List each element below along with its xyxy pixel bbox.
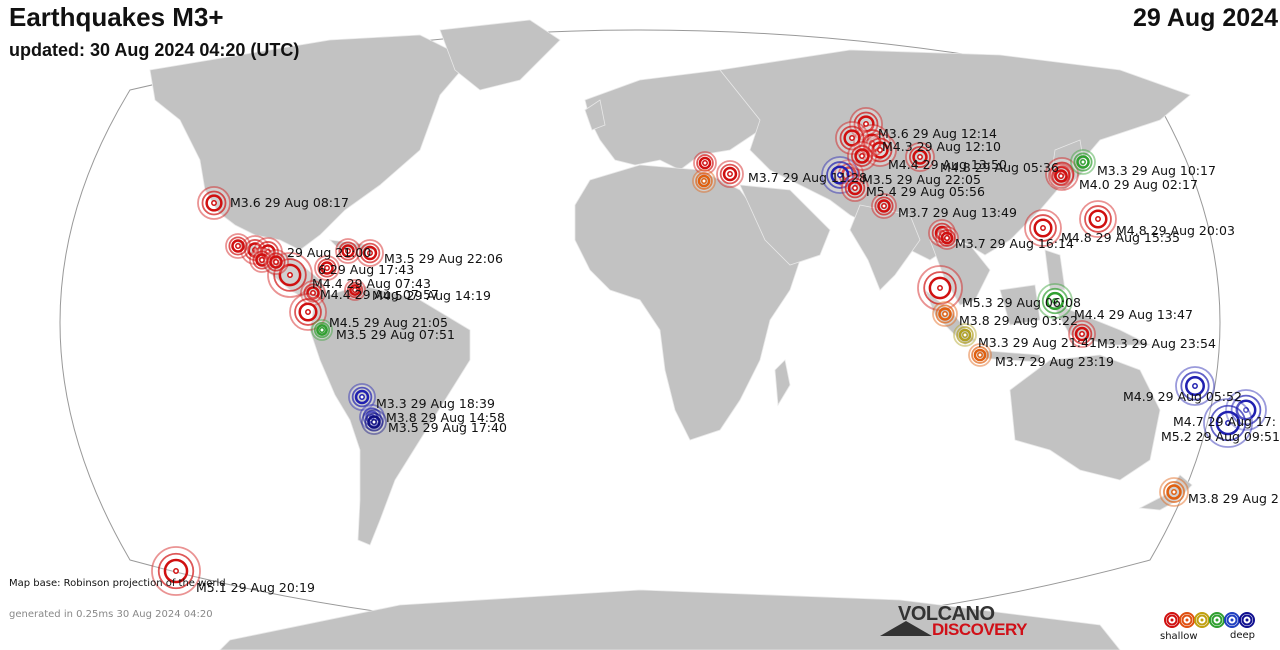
earthquake-marker[interactable] [1225,389,1267,431]
earthquake-marker[interactable] [344,279,366,301]
earthquake-marker[interactable] [314,255,340,281]
philippines [1044,249,1066,291]
legend-deep-label: deep [1230,630,1255,641]
earthquake-label: M4.8 29 Aug 20:03 [1116,223,1235,238]
earthquake-label: M4.4 29 Aug 07:57 [320,287,439,302]
earthquake-label: M4.4 29 Aug 13:50 [888,157,1007,172]
land-masses [149,19,1193,650]
earthquake-marker[interactable] [151,546,201,596]
earthquake-marker[interactable] [841,174,869,202]
india [849,204,921,291]
borneo [999,284,1041,326]
map-date: 29 Aug 2024 [1133,4,1278,32]
uk [584,99,606,131]
earthquake-marker[interactable] [289,293,327,331]
earthquake-label: 29 Aug 21:00 [287,245,371,260]
map-base-credit: Map base: Robinson projection of the wor… [9,578,226,589]
earthquake-marker[interactable] [225,233,251,259]
earthquake-labels: M3.6 29 Aug 08:17 29 Aug 21:00 M3.5 29 Aug… [196,126,1280,595]
legend-shallow-label: shallow [1160,631,1198,642]
greenland [439,19,561,91]
earthquake-label: M3.5 29 Aug 17:40 [388,420,507,435]
earthquake-marker[interactable] [693,151,717,175]
earthquake-marker[interactable] [932,301,958,327]
earthquake-label: M3.3 29 Aug 18:39 [376,396,495,411]
generated-info: generated in 0.25ms 30 Aug 2024 04:20 [9,609,213,620]
earthquake-marker[interactable] [935,226,959,250]
earthquake-marker[interactable] [905,142,935,172]
earthquake-marker[interactable] [1159,477,1189,507]
earthquake-label: M4.5 29 Aug 21:05 [329,315,448,330]
earthquake-label: M4.3 29 Aug 12:10 [882,139,1001,154]
earthquake-label: M3.5 29 Aug 07:51 [336,327,455,342]
earthquake-marker[interactable] [335,238,361,264]
earthquake-label: M3.6 29 Aug 08:17 [230,195,349,210]
earthquake-marker[interactable] [716,160,744,188]
earthquake-label: M3.7 29 Aug 23:19 [995,354,1114,369]
arabia [739,184,831,266]
earthquake-marker[interactable] [871,193,897,219]
earthquake-marker[interactable] [1048,163,1074,189]
earthquake-label: M3.6 29 Aug 12:14 [878,126,997,141]
asia [719,49,1191,261]
logo-line-discovery: DISCOVERY [932,620,1028,639]
earthquake-label: M4.8 29 Aug 05:36 [940,160,1059,175]
earthquake-marker[interactable] [1024,209,1062,247]
australia [1009,354,1161,481]
earthquake-label: M3.7 29 Aug 11:28 [748,170,867,185]
earthquake-label: M3.7 29 Aug 13:49 [898,205,1017,220]
earthquake-marker[interactable] [1175,366,1215,406]
earthquake-marker[interactable] [1070,149,1096,175]
earthquake-marker[interactable] [692,169,716,193]
earthquake-label: 6 29 Aug 17:43 [318,262,414,277]
earthquake-marker[interactable] [1079,200,1117,238]
earthquake-label: M5.2 29 Aug 09:51 [1161,429,1280,444]
earthquake-marker[interactable] [348,383,376,411]
earthquake-label: M3.5 29 Aug 22:05 [862,172,981,187]
earthquake-label: M4.8 29 Aug 15:35 [1061,230,1180,245]
volcano-discovery-logo[interactable]: VOLCANO DISCOVERY [880,603,1040,643]
earthquake-label: M4.9 29 Aug 05:52 [1123,389,1242,404]
earthquake-markers [151,107,1267,596]
earthquake-label: M3.3 29 Aug 21:41 [978,335,1097,350]
earthquake-marker[interactable] [197,186,231,220]
earthquake-label: M3.8 29 Aug 2 [1188,491,1279,506]
earthquake-label: M3.8 29 Aug 03:22 [959,313,1078,328]
earthquake-marker[interactable] [847,141,877,171]
logo-line-volcano: VOLCANO [898,603,995,625]
earthquake-marker[interactable] [356,239,384,267]
earthquake-marker[interactable] [1068,320,1096,348]
page-title: Earthquakes M3+ [9,2,224,32]
java [974,349,1041,363]
earthquake-label: M5.3 29 Aug 06:08 [962,295,1081,310]
earthquake-marker[interactable] [1037,283,1073,319]
earthquake-label: M5.4 29 Aug 05:56 [866,184,985,199]
earthquake-label: M4.0 29 Aug 02:17 [1079,177,1198,192]
earthquake-marker[interactable] [267,252,313,298]
earthquake-label: M4.4 29 Aug 07:43 [312,276,431,291]
earthquake-marker[interactable] [968,343,992,367]
madagascar [774,359,791,407]
depth-legend: shallow deep [1160,609,1270,649]
earthquake-marker[interactable] [311,319,333,341]
south-america [309,284,471,546]
depth-legend-rings-icon [1164,612,1255,628]
volcano-icon [880,621,932,636]
earthquake-label: M3.7 29 Aug 16:14 [955,236,1074,251]
updated-timestamp: updated: 30 Aug 2024 04:20 (UTC) [9,40,300,60]
earthquake-label: M4.4 29 Aug 13:47 [1074,307,1193,322]
earthquake-marker[interactable] [1203,398,1253,448]
earthquake-label: M3.8 29 Aug 14:58 [386,410,505,425]
earthquake-label: M5.1 29 Aug 20:19 [196,580,315,595]
earthquake-marker[interactable] [361,409,387,435]
earthquake-label: M3.3 29 Aug 23:54 [1097,336,1216,351]
earthquake-marker[interactable] [953,323,977,347]
earthquake-label: M3.5 29 Aug 22:06 [384,251,503,266]
earthquake-label: M4.7 29 Aug 17: [1173,414,1276,429]
earthquake-marker[interactable] [263,249,289,275]
earthquake-label: M4.5 29 Aug 14:19 [372,288,491,303]
earthquake-label: M3.3 29 Aug 10:17 [1097,163,1216,178]
